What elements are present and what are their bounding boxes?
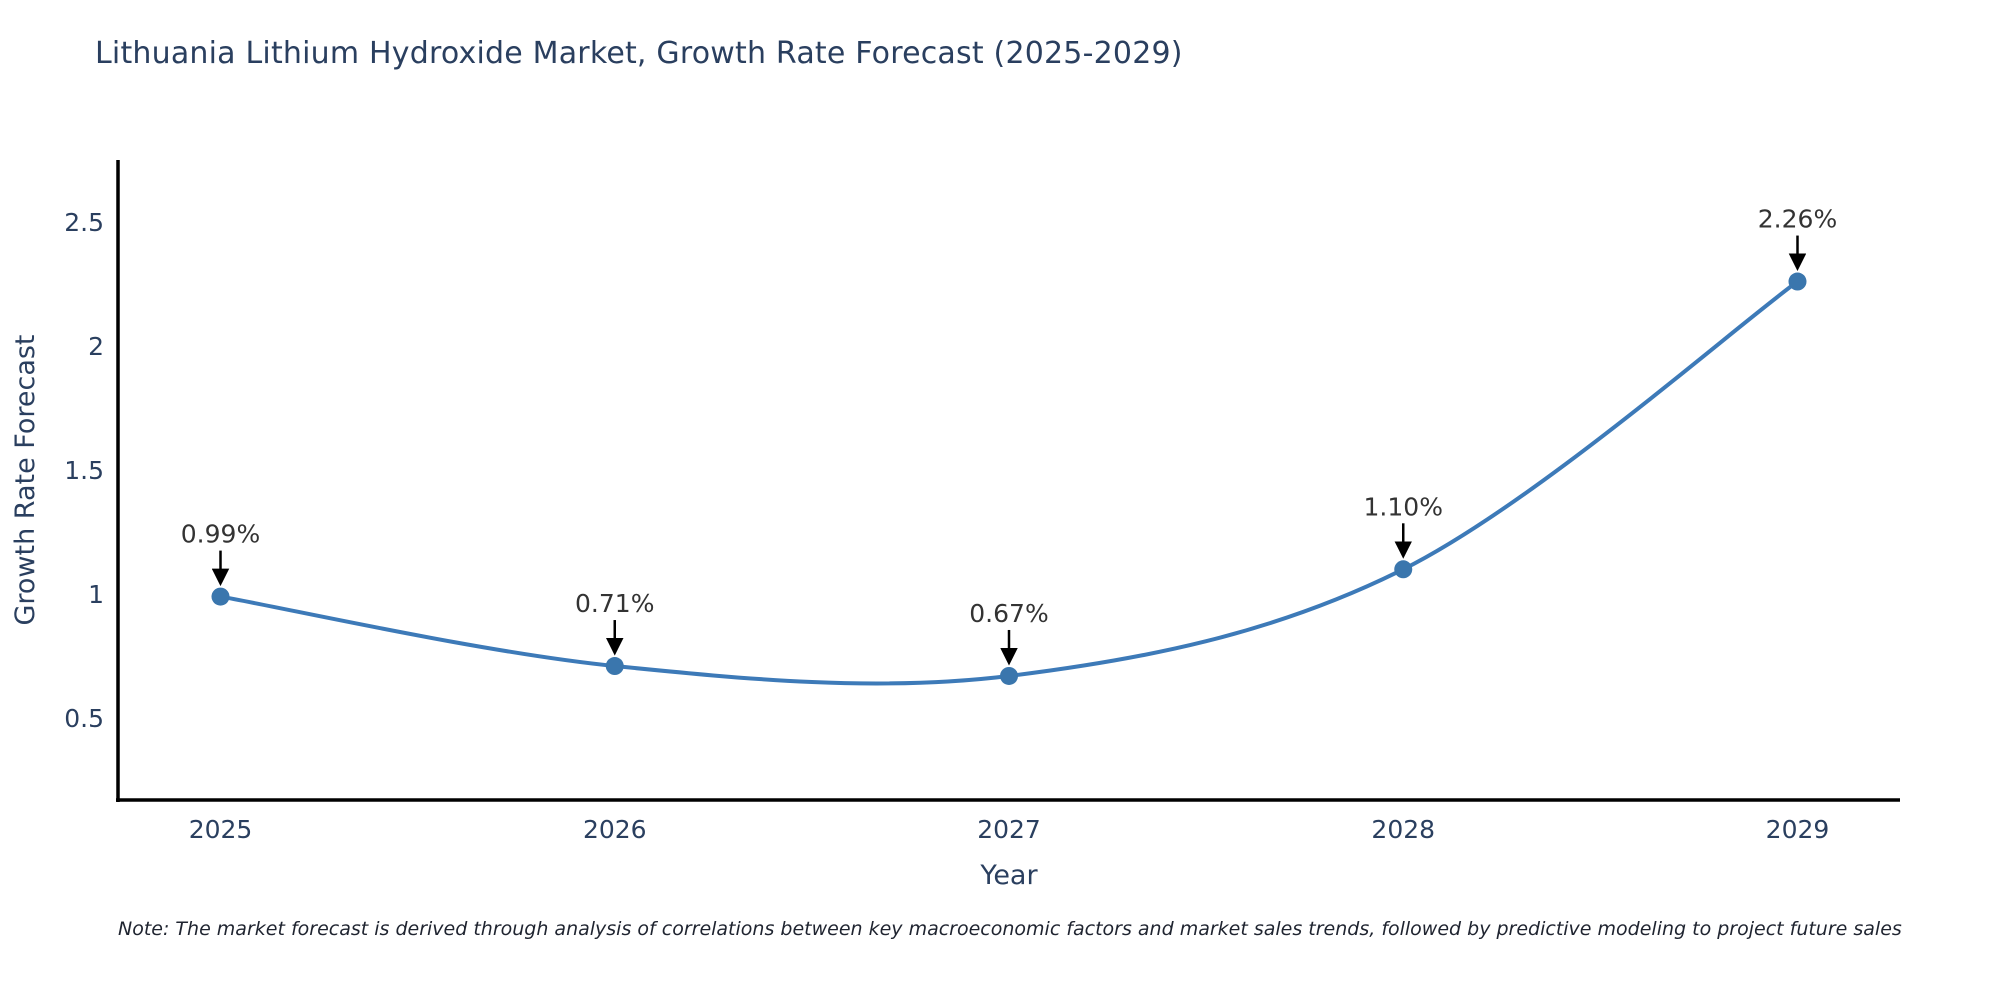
footnote: Note: The market forecast is derived thr… (118, 918, 1902, 940)
annotation-label: 2.26% (1758, 205, 1837, 234)
annotation-label: 0.71% (575, 589, 654, 618)
x-tick-label: 2028 (1371, 815, 1435, 844)
x-tick-label: 2025 (189, 815, 253, 844)
x-tick-label: 2026 (583, 815, 647, 844)
data-point-2028[interactable] (1394, 560, 1413, 579)
y-tick-label: 1 (88, 580, 104, 609)
data-point-2027[interactable] (1000, 666, 1018, 685)
data-point-2026[interactable] (605, 657, 624, 676)
chart-title: Lithuania Lithium Hydroxide Market, Grow… (95, 36, 1183, 71)
y-tick-label: 2.5 (64, 208, 104, 237)
forecast-line (220, 279, 1799, 686)
annotation-label: 1.10% (1364, 492, 1443, 521)
annotation-label: 0.99% (181, 520, 260, 549)
y-tick-label: 0.5 (64, 704, 104, 733)
line-chart-plot: 0.5 1 1.5 2 2.5 2025 2026 2027 2028 2029 Year Growt… (10, 160, 1900, 891)
y-tick-label: 1.5 (64, 456, 104, 485)
y-tick-label: 2 (88, 332, 104, 361)
annotation-label: 0.67% (969, 599, 1048, 628)
data-point-2025[interactable] (211, 587, 230, 606)
x-tick-label: 2027 (977, 815, 1041, 844)
x-tick-label: 2029 (1766, 815, 1830, 844)
data-point-2029[interactable] (1788, 272, 1807, 291)
y-axis-title: Growth Rate Forecast (10, 334, 41, 625)
x-axis-title: Year (979, 860, 1038, 891)
